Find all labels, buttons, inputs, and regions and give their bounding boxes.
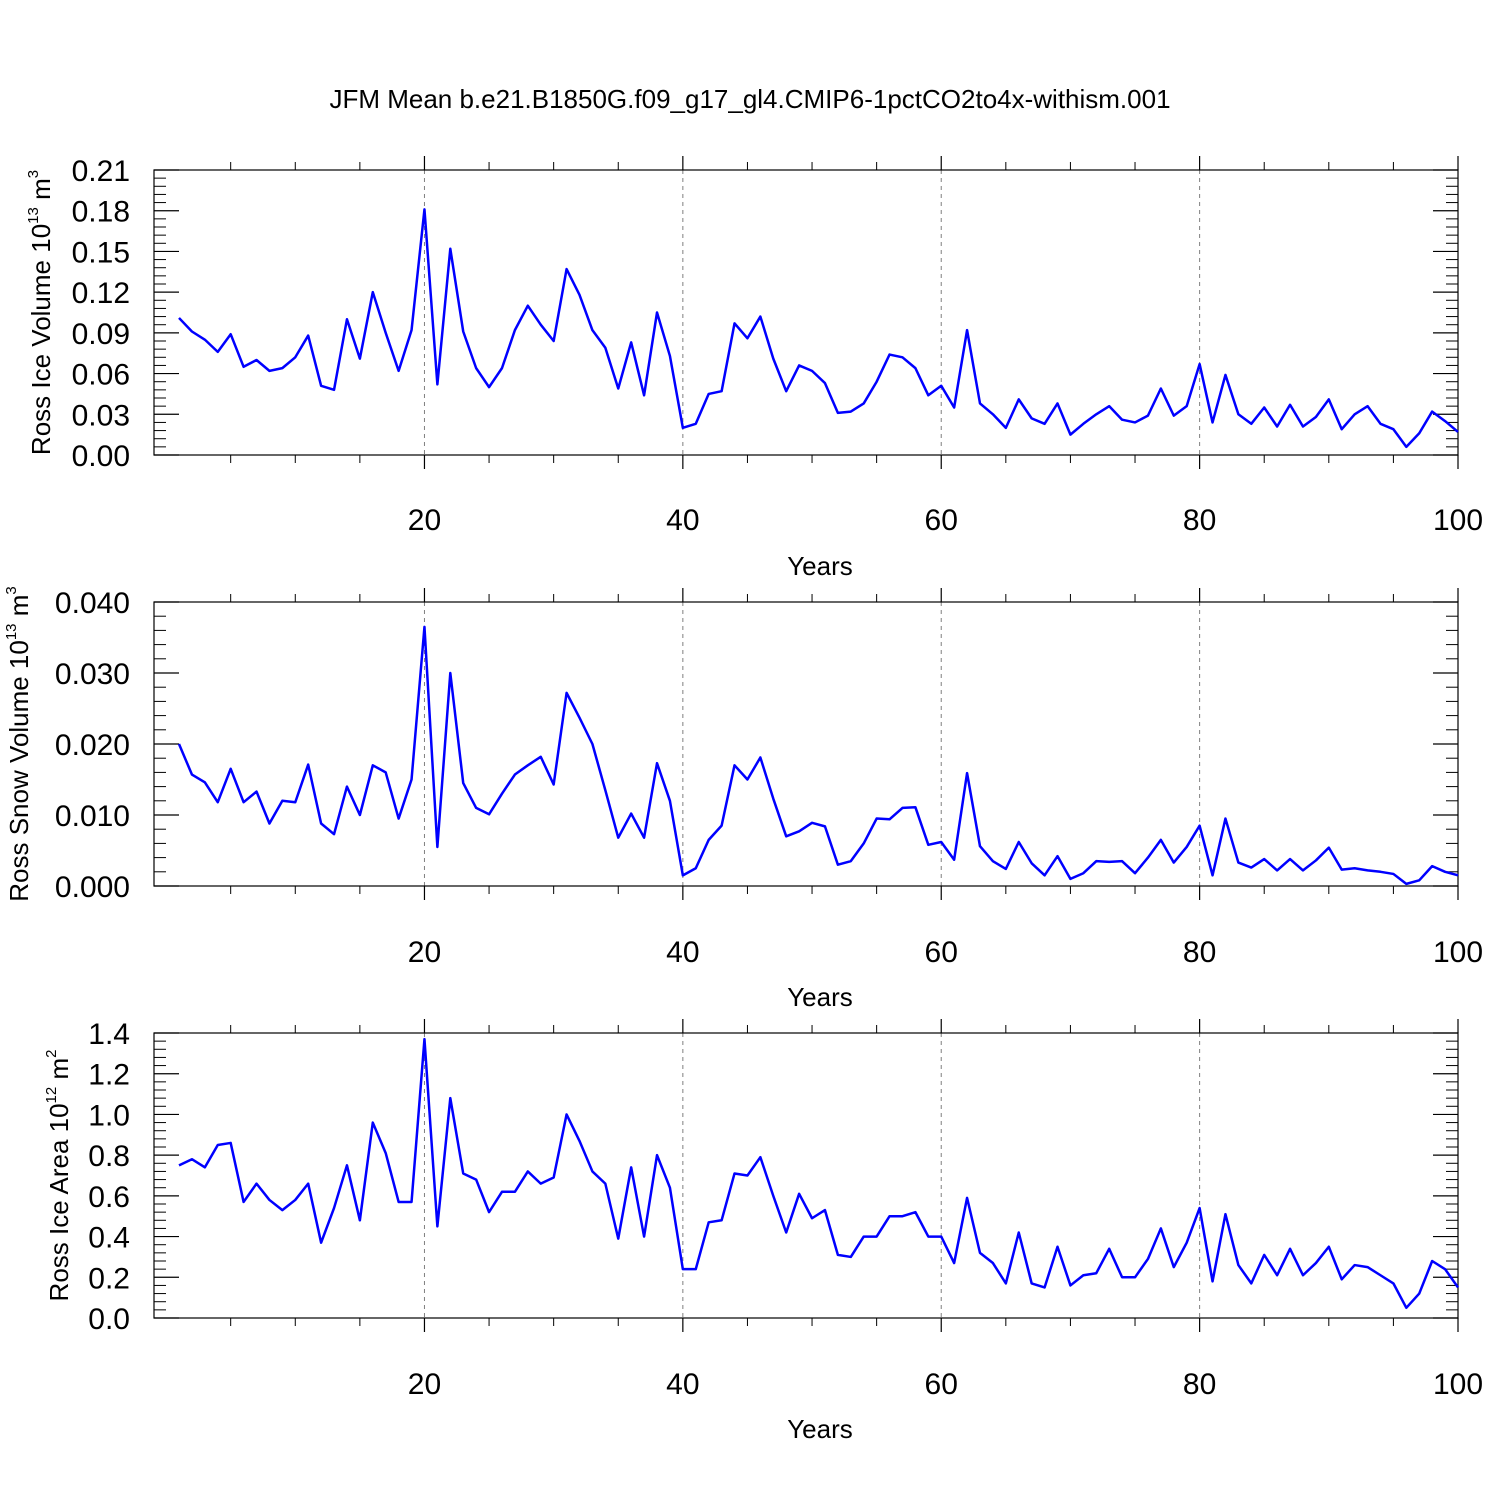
chart-title: JFM Mean b.e21.B1850G.f09_g17_gl4.CMIP6-… bbox=[329, 84, 1170, 114]
x-tick-label: 100 bbox=[1433, 936, 1483, 969]
y-axis-title: Ross Ice Volume 1013 m3 bbox=[25, 170, 56, 455]
panel-3: 20 40 60 80 100 0.0 0.2 0.4 0.6 0.8 1.0 1.2 1.4 Years… bbox=[43, 1018, 1483, 1444]
y-tick-label: 0.15 bbox=[72, 236, 130, 269]
y-tick-label: 1.2 bbox=[88, 1059, 130, 1092]
y-axis-title: Ross Snow Volume 1013 m3 bbox=[3, 586, 34, 902]
panels: 20 40 60 80 100 0.00 0.03 0.06 0.09 0.12 0.15 0.18 0… bbox=[3, 155, 1483, 1444]
y-tick-label: 0.2 bbox=[88, 1262, 130, 1295]
plot-frame bbox=[153, 601, 1459, 887]
x-tick-label: 100 bbox=[1433, 1368, 1483, 1401]
y-tick-label: 0.06 bbox=[72, 359, 130, 392]
x-tick-label: 80 bbox=[1183, 1368, 1216, 1401]
y-tick-label: 1.4 bbox=[88, 1018, 130, 1051]
x-tick-label: 40 bbox=[666, 1368, 699, 1401]
y-tick-label: 0.8 bbox=[88, 1140, 130, 1173]
y-tick-label: 0.0 bbox=[88, 1303, 130, 1336]
x-tick-label: 40 bbox=[666, 504, 699, 537]
y-axis-title: Ross Ice Area 1012 m2 bbox=[43, 1050, 74, 1302]
x-axis-title: Years bbox=[787, 982, 853, 1012]
panel-1: 20 40 60 80 100 0.00 0.03 0.06 0.09 0.12 0.15 0.18 0… bbox=[25, 155, 1483, 581]
plot-frame bbox=[153, 1032, 1459, 1319]
series-line-ross-ice-area bbox=[178, 1037, 1460, 1310]
x-tick-label: 20 bbox=[408, 936, 441, 969]
y-tick-label: 0.18 bbox=[72, 196, 130, 229]
x-tick-label: 60 bbox=[925, 504, 958, 537]
y-tick-label: 0.030 bbox=[55, 658, 130, 691]
y-tick-label: 0.09 bbox=[72, 318, 130, 351]
y-tick-label: 0.000 bbox=[55, 871, 130, 904]
y-tick-label: 0.040 bbox=[55, 587, 130, 620]
y-tick-label: 0.00 bbox=[72, 440, 130, 473]
series-line-ross-snow-volume bbox=[177, 625, 1459, 886]
x-tick-label: 20 bbox=[408, 1368, 441, 1401]
y-tick-label: 0.6 bbox=[88, 1181, 130, 1214]
x-tick-label: 80 bbox=[1183, 504, 1216, 537]
x-tick-label: 60 bbox=[925, 1368, 958, 1401]
y-tick-label: 0.21 bbox=[72, 155, 130, 188]
y-tick-label: 0.4 bbox=[88, 1222, 130, 1255]
x-tick-label: 20 bbox=[408, 504, 441, 537]
x-tick-label: 80 bbox=[1183, 936, 1216, 969]
y-tick-label: 0.03 bbox=[72, 399, 130, 432]
y-tick-label: 0.020 bbox=[55, 729, 130, 762]
x-axis-title: Years bbox=[787, 1414, 853, 1444]
series-line-ross-ice-volume bbox=[178, 208, 1459, 449]
panel-2: 20 40 60 80 100 0.000 0.010 0.020 0.030 0.040 Year… bbox=[3, 586, 1483, 1012]
y-tick-label: 0.12 bbox=[72, 277, 130, 310]
x-axis-title: Years bbox=[787, 551, 853, 581]
plot-frame bbox=[153, 169, 1459, 456]
x-tick-label: 40 bbox=[666, 936, 699, 969]
x-tick-label: 60 bbox=[925, 936, 958, 969]
y-tick-label: 1.0 bbox=[88, 1099, 130, 1132]
x-tick-label: 100 bbox=[1433, 504, 1483, 537]
y-tick-label: 0.010 bbox=[55, 800, 130, 833]
